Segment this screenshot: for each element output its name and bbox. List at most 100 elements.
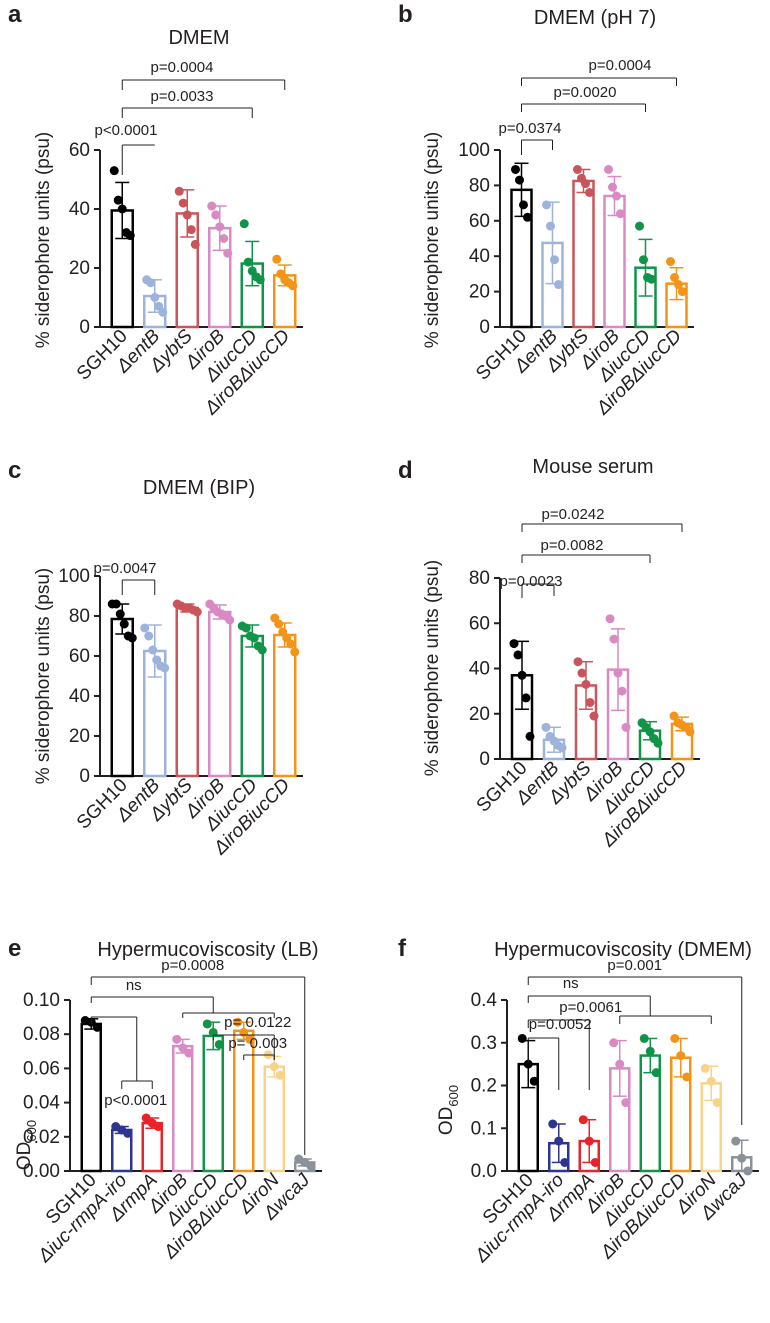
data-point	[178, 1043, 188, 1053]
p-value-label: p=0.0004	[151, 59, 214, 76]
data-point	[239, 219, 249, 229]
p-value-label: p=0.0033	[151, 88, 214, 105]
y-axis-label: OD600	[14, 1120, 39, 1170]
panel-letter-b: b	[398, 1, 413, 28]
data-point	[186, 225, 196, 235]
y-tick-label: 0	[79, 766, 90, 787]
data-point	[685, 727, 695, 737]
data-point	[255, 275, 265, 285]
p-value-label: p=0.0008	[161, 957, 224, 974]
data-point	[517, 1033, 527, 1043]
data-point	[608, 182, 617, 192]
data-point	[609, 1038, 619, 1048]
data-point	[174, 186, 184, 196]
y-tick-label: 0.06	[23, 1058, 60, 1079]
data-point	[127, 633, 137, 643]
data-point	[243, 257, 253, 267]
y-tick-label: 20	[69, 726, 90, 747]
plot-area: 0.000.020.040.060.080.10SGH10Δiuc-rmpA-i…	[23, 957, 322, 1267]
data-point	[621, 1098, 631, 1108]
p-value-label: p=0.0052	[529, 1016, 592, 1033]
data-point	[584, 1136, 594, 1146]
bar	[175, 606, 199, 778]
y-tick-label: 80	[469, 175, 490, 196]
y-axis-label: % siderophore units (psu)	[422, 560, 443, 777]
data-point	[613, 668, 623, 678]
panel-c: c DMEM (BIP) % siderophore units (psu) 0…	[8, 457, 303, 860]
data-point	[146, 278, 156, 288]
panel-e: e Hypermucoviscosity (LB) OD600 0.00 0.02…	[8, 935, 322, 1267]
data-point	[670, 272, 679, 282]
data-point	[669, 711, 679, 721]
data-point	[111, 599, 121, 609]
data-point	[517, 670, 527, 680]
p-value-label: p=0.0004	[589, 57, 652, 74]
data-point	[616, 209, 625, 219]
data-point	[647, 274, 656, 284]
data-point	[109, 166, 119, 176]
data-point	[615, 1059, 625, 1069]
data-point	[581, 179, 590, 189]
bar	[110, 617, 134, 778]
data-point	[645, 727, 655, 737]
data-point	[153, 1122, 163, 1132]
data-point	[192, 607, 202, 617]
data-point	[706, 1076, 716, 1086]
data-point	[140, 623, 150, 633]
data-point	[589, 711, 599, 721]
panel-d: d Mouse serum % siderophore units (psu) …	[398, 456, 700, 852]
data-point	[557, 743, 567, 753]
data-point	[150, 293, 160, 302]
y-tick-label: 40	[69, 199, 90, 220]
data-point	[666, 257, 675, 267]
data-point	[731, 1136, 741, 1146]
plot-area: 0.00.10.20.30.4SGH10Δiuc-rmpA-iroΔrmpAΔi…	[471, 957, 759, 1267]
chart-title: DMEM	[168, 27, 229, 49]
data-point	[92, 1022, 102, 1032]
data-point	[144, 631, 154, 641]
y-tick-label: 60	[69, 646, 90, 667]
y-tick-label: 20	[469, 282, 490, 303]
data-point	[178, 198, 188, 208]
data-point	[249, 633, 259, 643]
data-point	[306, 1161, 316, 1171]
panel-letter-d: d	[398, 457, 413, 484]
data-point	[590, 1157, 600, 1167]
y-tick-label: 0	[479, 749, 490, 770]
data-point	[670, 1033, 680, 1043]
data-point	[288, 281, 298, 291]
y-tick-label: 80	[69, 606, 90, 627]
y-tick-label: 0.4	[471, 990, 498, 1011]
data-point	[585, 187, 594, 197]
p-value-label: p<0.0001	[104, 1092, 167, 1109]
data-point	[546, 221, 555, 231]
data-point	[653, 738, 663, 748]
y-tick-label: 0.02	[23, 1127, 60, 1148]
p-value-label: p=0.0082	[541, 537, 604, 554]
data-point	[604, 164, 613, 174]
data-point	[275, 1070, 285, 1080]
data-point	[550, 255, 559, 265]
y-tick-label: 0.2	[471, 1076, 497, 1097]
data-point	[123, 1128, 133, 1138]
y-tick-label: 60	[469, 613, 490, 634]
data-point	[113, 195, 123, 205]
data-point	[519, 200, 528, 210]
data-point	[712, 1098, 722, 1108]
panel-letter-f: f	[398, 935, 407, 962]
data-point	[211, 210, 221, 220]
chart-title: Hypermucoviscosity (DMEM)	[494, 939, 752, 961]
data-point	[509, 639, 519, 649]
data-point	[521, 693, 531, 703]
p-value-label: p=0.0023	[500, 573, 563, 590]
data-point	[511, 164, 520, 174]
data-point	[182, 210, 192, 220]
y-axis-label: % siderophore units (psu)	[33, 568, 54, 785]
data-point	[573, 657, 583, 667]
data-point	[645, 1046, 655, 1056]
data-point	[682, 1072, 692, 1082]
panel-letter-e: e	[8, 935, 21, 962]
data-point	[585, 697, 595, 707]
data-point	[609, 634, 619, 644]
y-tick-label: 40	[469, 659, 490, 680]
